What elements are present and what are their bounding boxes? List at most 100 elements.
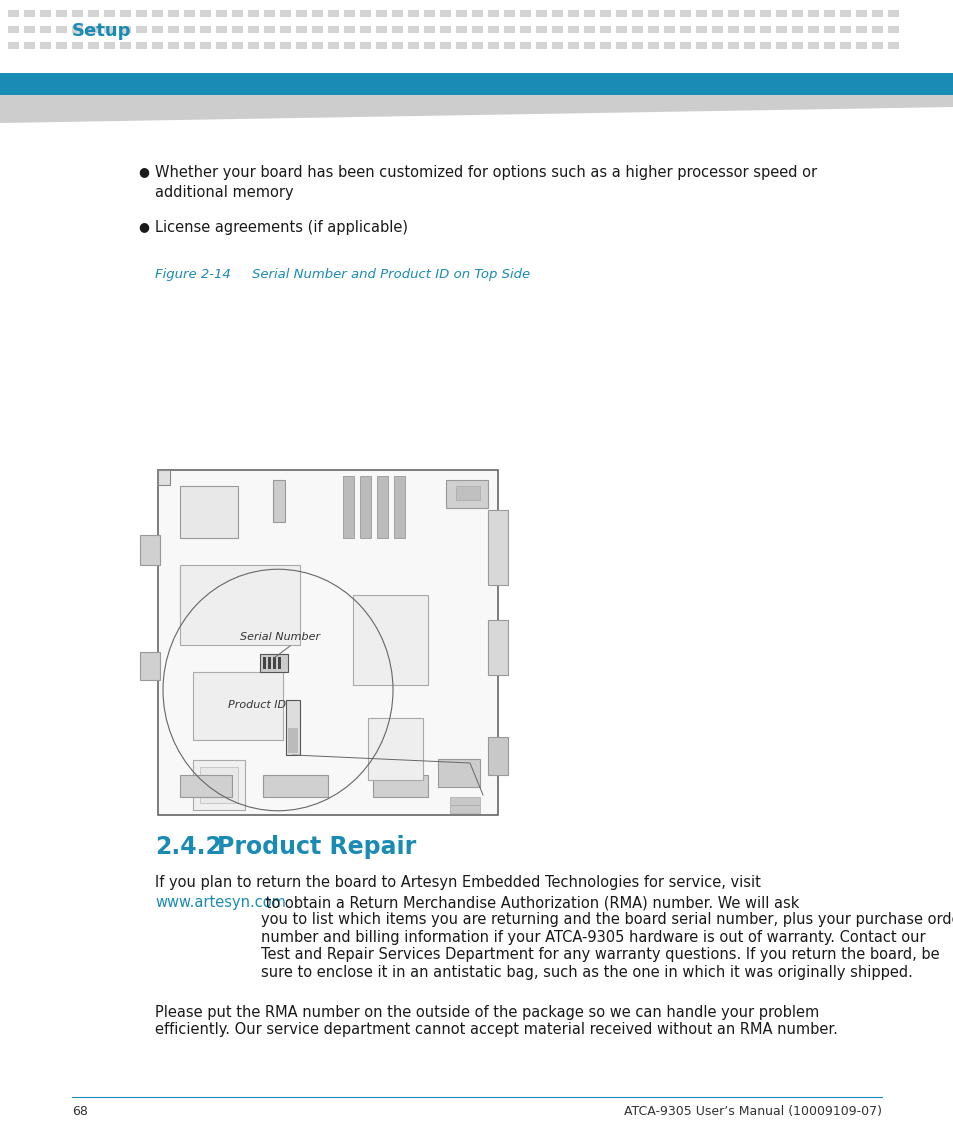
Bar — [807, 10, 818, 17]
Bar — [140, 535, 160, 564]
Bar — [855, 26, 866, 33]
Bar — [472, 26, 482, 33]
Text: Please put the RMA number on the outside of the package so we can handle your pr: Please put the RMA number on the outside… — [154, 1005, 837, 1037]
Text: Serial Number: Serial Number — [240, 632, 320, 642]
Text: Whether your board has been customized for options such as a higher processor sp: Whether your board has been customized f… — [154, 165, 817, 180]
Bar — [840, 42, 850, 49]
Bar — [663, 26, 675, 33]
Bar — [488, 619, 507, 676]
Bar — [871, 42, 882, 49]
Bar — [200, 42, 211, 49]
Bar — [439, 42, 451, 49]
Bar — [277, 657, 281, 669]
Bar — [679, 10, 690, 17]
Bar — [408, 26, 418, 33]
Bar — [871, 10, 882, 17]
Bar — [264, 26, 274, 33]
Bar — [456, 10, 467, 17]
Bar — [359, 10, 371, 17]
Bar — [71, 10, 83, 17]
Text: If you plan to return the board to Artesyn Embedded Technologies for service, vi: If you plan to return the board to Artes… — [154, 875, 760, 890]
Bar — [807, 26, 818, 33]
Bar — [344, 10, 355, 17]
Polygon shape — [0, 95, 953, 123]
Bar — [120, 42, 131, 49]
Bar — [711, 42, 722, 49]
Text: 68: 68 — [71, 1105, 88, 1118]
Bar — [376, 476, 388, 538]
Bar — [488, 42, 498, 49]
Bar — [488, 737, 507, 775]
Bar — [373, 775, 428, 797]
Bar — [0, 73, 953, 95]
Bar — [136, 10, 147, 17]
Bar — [312, 10, 323, 17]
Bar — [392, 10, 402, 17]
Bar — [24, 42, 35, 49]
Bar — [158, 469, 497, 815]
Bar — [775, 26, 786, 33]
Bar — [727, 26, 739, 33]
Bar — [168, 26, 179, 33]
Bar — [152, 42, 163, 49]
Bar — [711, 26, 722, 33]
Bar — [807, 42, 818, 49]
Bar — [264, 10, 274, 17]
Bar — [743, 10, 754, 17]
Bar — [760, 26, 770, 33]
Bar — [823, 26, 834, 33]
Bar — [375, 42, 387, 49]
Bar — [871, 26, 882, 33]
Bar — [286, 700, 299, 755]
Bar — [232, 26, 243, 33]
Bar — [567, 42, 578, 49]
Bar — [263, 657, 266, 669]
Bar — [743, 42, 754, 49]
Bar — [56, 26, 67, 33]
Bar — [423, 26, 435, 33]
Bar — [567, 26, 578, 33]
Bar — [193, 760, 245, 810]
Bar — [264, 42, 274, 49]
Text: Setup: Setup — [71, 22, 132, 40]
Bar — [193, 672, 283, 740]
Bar — [375, 26, 387, 33]
Bar — [344, 26, 355, 33]
Bar — [359, 42, 371, 49]
Bar — [503, 10, 515, 17]
Bar — [88, 42, 99, 49]
Bar — [140, 652, 160, 680]
Bar — [840, 26, 850, 33]
Bar — [679, 26, 690, 33]
Bar — [679, 42, 690, 49]
Bar — [359, 476, 371, 538]
Bar — [120, 26, 131, 33]
Bar — [519, 10, 531, 17]
Bar — [24, 26, 35, 33]
Bar — [711, 10, 722, 17]
Bar — [696, 26, 706, 33]
Bar — [647, 42, 659, 49]
Bar — [295, 42, 307, 49]
Text: ATCA-9305 User’s Manual (10009109-07): ATCA-9305 User’s Manual (10009109-07) — [623, 1105, 882, 1118]
Text: 2.4.2: 2.4.2 — [154, 835, 222, 859]
Bar — [368, 718, 422, 780]
Bar — [855, 10, 866, 17]
Bar — [71, 26, 83, 33]
Bar — [232, 10, 243, 17]
Bar — [631, 26, 642, 33]
Bar — [273, 480, 285, 522]
Bar — [295, 10, 307, 17]
Bar — [56, 10, 67, 17]
Bar — [408, 42, 418, 49]
Bar — [840, 10, 850, 17]
Bar — [260, 654, 288, 672]
Bar — [392, 42, 402, 49]
Bar — [263, 775, 328, 797]
Bar — [775, 42, 786, 49]
Bar — [248, 26, 258, 33]
Bar — [791, 26, 802, 33]
Bar — [215, 26, 227, 33]
Bar — [248, 42, 258, 49]
Bar — [280, 26, 291, 33]
